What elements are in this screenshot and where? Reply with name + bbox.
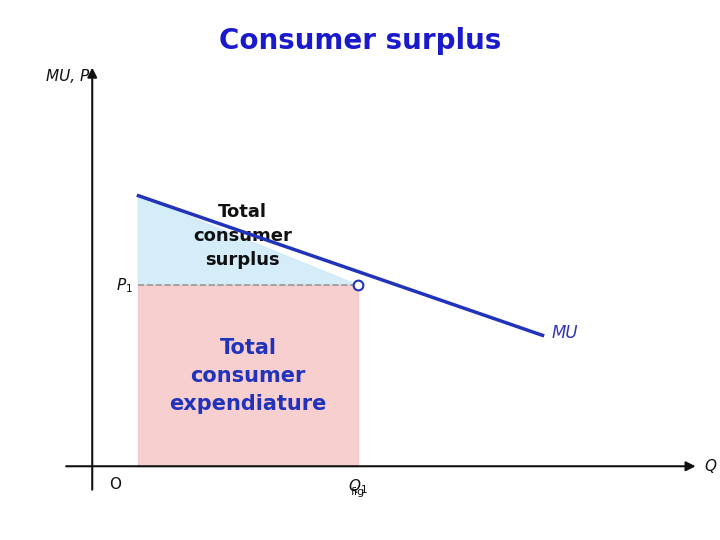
- Text: Total
consumer
expendiature: Total consumer expendiature: [169, 338, 327, 414]
- Text: MU: MU: [552, 324, 577, 342]
- Polygon shape: [138, 285, 358, 466]
- Text: O: O: [109, 477, 122, 492]
- Text: $P_1$: $P_1$: [116, 276, 132, 294]
- Text: Consumer surplus: Consumer surplus: [219, 27, 501, 55]
- Text: MU, P: MU, P: [46, 69, 89, 84]
- Text: fig: fig: [351, 487, 365, 497]
- Text: Total
consumer
surplus: Total consumer surplus: [193, 204, 292, 269]
- Polygon shape: [138, 195, 358, 285]
- Text: Q: Q: [704, 459, 716, 474]
- Text: $Q_1$: $Q_1$: [348, 477, 368, 496]
